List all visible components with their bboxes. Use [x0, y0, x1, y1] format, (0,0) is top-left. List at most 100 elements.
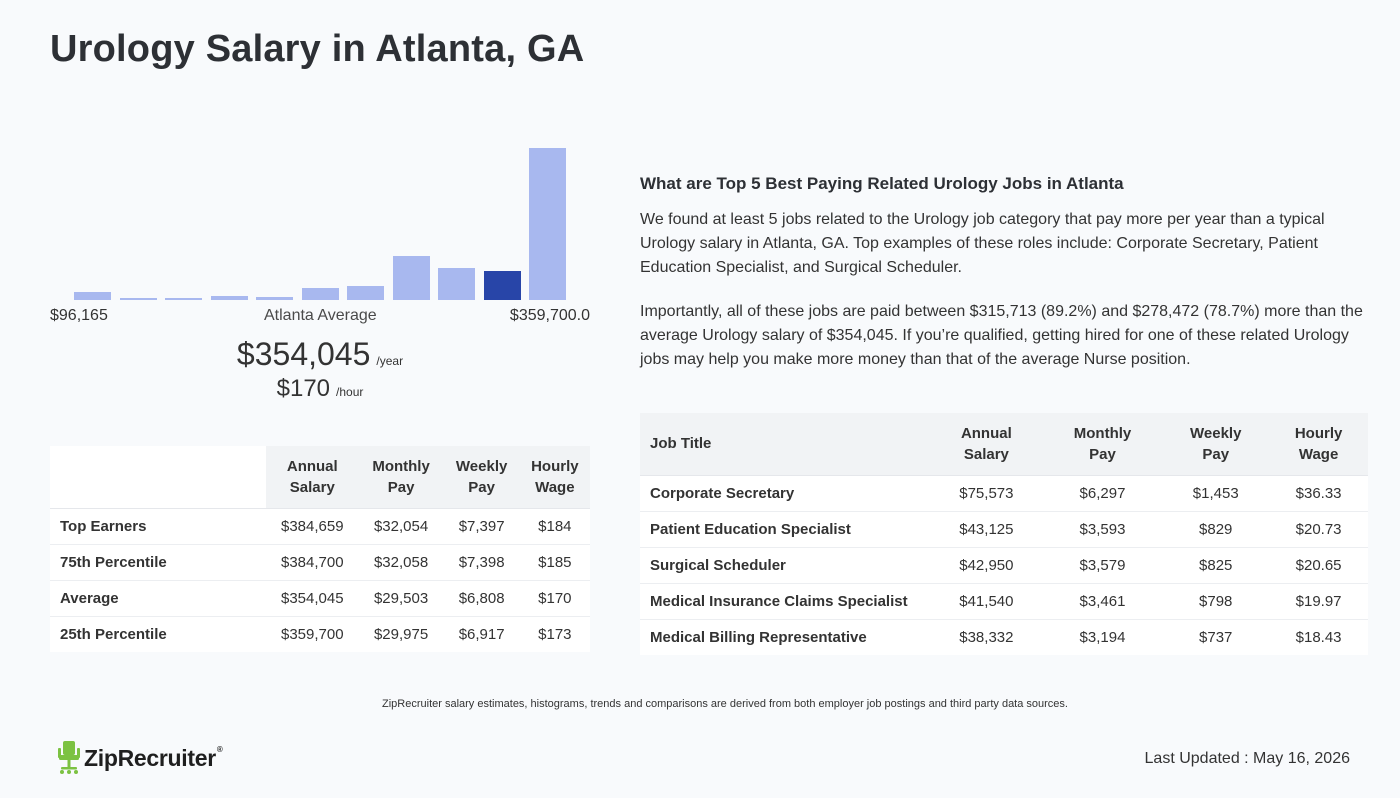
header-blank [50, 446, 266, 509]
header-hourly-wage: Hourly Wage [1269, 413, 1368, 476]
cell-weekly: $825 [1162, 547, 1270, 584]
histogram-min-label: $96,165 [50, 307, 108, 324]
salary-histogram [50, 130, 590, 300]
job-title-cell: Medical Billing Representative [650, 628, 867, 646]
header-weekly-pay: Weekly Pay [1162, 413, 1270, 476]
header-annual-salary: Annual Salary [266, 446, 359, 509]
related-jobs-heading: What are Top 5 Best Paying Related Urolo… [640, 174, 1124, 193]
table-row: Medical Insurance Claims Specialist $41,… [640, 583, 1368, 620]
histogram-bar [301, 288, 339, 300]
chair-icon [58, 741, 80, 774]
header-hourly-wage: Hourly Wage [519, 446, 590, 509]
histogram-max-label: $359,700.0 [509, 307, 590, 324]
row-label: Average [50, 580, 266, 617]
cell-annual: $41,540 [930, 583, 1043, 620]
related-jobs-paragraph-1: We found at least 5 jobs related to the … [640, 211, 1325, 276]
histogram-bar [119, 298, 157, 300]
histogram-bar [438, 268, 475, 300]
row-label: 75th Percentile [50, 544, 266, 581]
histogram-bar [483, 271, 521, 300]
average-yearly-value: $354,045 [236, 336, 371, 372]
cell-hourly: $173 [538, 625, 572, 643]
ziprecruiter-logo[interactable]: ZipRecruiter® [58, 740, 223, 776]
histogram-average-label: Atlanta Average [264, 307, 377, 324]
last-updated: Last Updated : May 16, 2026 [1144, 750, 1350, 767]
cell-monthly: $3,593 [1042, 511, 1163, 548]
jobs-table-header: Job Title Annual Salary Monthly Pay Weekly… [640, 413, 1368, 476]
histogram-bar [210, 296, 248, 300]
average-yearly-unit: /year [376, 354, 404, 368]
related-jobs-paragraph-2: Importantly, all of these jobs are paid … [640, 303, 1363, 368]
cell-annual: $359,700 [280, 625, 344, 643]
table-row: Top Earners $384,659 $32,054 $7,397 $184 [50, 508, 590, 545]
table-row: 25th Percentile $359,700 $29,975 $6,917 … [50, 616, 590, 652]
row-label: 25th Percentile [60, 625, 167, 643]
row-label: Top Earners [50, 508, 266, 545]
table-row: Average $354,045 $29,503 $6,808 $170 [50, 580, 590, 617]
cell-annual: $42,950 [930, 547, 1043, 584]
cell-monthly: $29,503 [358, 580, 444, 617]
cell-weekly: $7,397 [443, 508, 520, 545]
average-salary-block: $354,045/year $170/hour [50, 336, 590, 403]
cell-monthly: $3,461 [1042, 583, 1163, 620]
histogram-bar [256, 297, 293, 300]
cell-annual: $38,332 [959, 628, 1014, 646]
job-title-cell: Medical Insurance Claims Specialist [640, 583, 930, 620]
percentile-table-header: Annual Salary Monthly Pay Weekly Pay Hourly… [50, 446, 590, 509]
cell-annual: $384,700 [266, 544, 359, 581]
footer-disclaimer: ZipRecruiter salary estimates, histogram… [382, 698, 1068, 710]
histogram-bar [529, 148, 566, 300]
header-weekly-pay: Weekly Pay [443, 446, 520, 509]
related-jobs-table: Job Title Annual Salary Monthly Pay Weekly… [640, 413, 1368, 655]
cell-weekly: $737 [1199, 628, 1233, 646]
cell-annual: $43,125 [930, 511, 1043, 548]
cell-annual: $384,659 [266, 508, 359, 545]
percentile-table: Annual Salary Monthly Pay Weekly Pay Hourly… [50, 446, 590, 652]
cell-hourly: $185 [519, 544, 590, 581]
table-row: Medical Billing Representative $38,332 $… [640, 619, 1368, 655]
logo-wordmark: ZipRecruiter® [84, 744, 223, 771]
cell-annual: $75,573 [930, 475, 1043, 512]
header-job-title: Job Title [640, 413, 930, 476]
cell-monthly: $3,579 [1042, 547, 1163, 584]
table-row: Patient Education Specialist $43,125 $3,… [640, 511, 1368, 548]
job-title-cell: Corporate Secretary [640, 475, 930, 512]
cell-weekly: $7,398 [443, 544, 520, 581]
cell-weekly: $6,808 [443, 580, 520, 617]
cell-hourly: $20.73 [1269, 511, 1368, 548]
table-row: Surgical Scheduler $42,950 $3,579 $825 $… [640, 547, 1368, 584]
histogram-bar [74, 292, 111, 300]
table-row: Corporate Secretary $75,573 $6,297 $1,45… [640, 475, 1368, 512]
page-title: Urology Salary in Atlanta, GA [50, 28, 585, 70]
average-hourly-unit: /hour [336, 385, 364, 399]
cell-hourly: $170 [519, 580, 590, 617]
histogram-labels: $96,165 Atlanta Average $359,700.0 [50, 307, 590, 327]
cell-hourly: $20.65 [1269, 547, 1368, 584]
header-monthly-pay: Monthly Pay [358, 446, 444, 509]
cell-monthly: $32,058 [358, 544, 444, 581]
header-annual-salary: Annual Salary [930, 413, 1043, 476]
cell-monthly: $29,975 [373, 625, 429, 643]
cell-hourly: $19.97 [1269, 583, 1368, 620]
histogram-bar [392, 256, 430, 300]
job-title-cell: Surgical Scheduler [640, 547, 930, 584]
average-hourly-value: $170 [276, 375, 331, 402]
cell-monthly: $6,297 [1042, 475, 1163, 512]
cell-hourly: $18.43 [1295, 628, 1342, 646]
table-row: 75th Percentile $384,700 $32,058 $7,398 … [50, 544, 590, 581]
cell-hourly: $184 [519, 508, 590, 545]
cell-weekly: $1,453 [1162, 475, 1270, 512]
histogram-bar [165, 298, 202, 300]
cell-weekly: $6,917 [458, 625, 505, 643]
cell-annual: $354,045 [266, 580, 359, 617]
cell-weekly: $829 [1162, 511, 1270, 548]
average-hourly: $170/hour [50, 375, 590, 403]
cell-monthly: $3,194 [1079, 628, 1126, 646]
histogram-bar [347, 286, 384, 300]
cell-monthly: $32,054 [358, 508, 444, 545]
cell-weekly: $798 [1162, 583, 1270, 620]
cell-hourly: $36.33 [1269, 475, 1368, 512]
average-yearly: $354,045/year [50, 336, 590, 373]
header-monthly-pay: Monthly Pay [1042, 413, 1163, 476]
job-title-cell: Patient Education Specialist [640, 511, 930, 548]
